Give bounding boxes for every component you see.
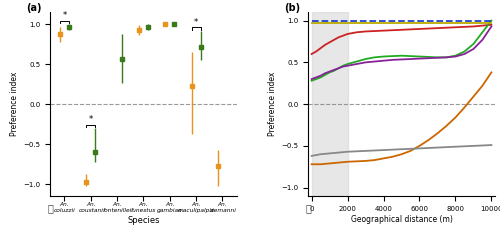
Text: *: * <box>62 11 66 20</box>
Text: 🐄: 🐄 <box>47 203 53 213</box>
Text: ⛹: ⛹ <box>304 0 312 1</box>
Text: (a): (a) <box>26 3 41 13</box>
Text: *: * <box>194 18 198 27</box>
X-axis label: Geographical distance (m): Geographical distance (m) <box>350 215 452 223</box>
Text: 🐄: 🐄 <box>305 203 311 213</box>
Y-axis label: Preference index: Preference index <box>10 72 19 136</box>
Bar <box>312 12 348 196</box>
Text: *: * <box>88 115 93 124</box>
Text: (b): (b) <box>284 3 300 13</box>
Y-axis label: Preference index: Preference index <box>268 72 277 136</box>
X-axis label: Species: Species <box>127 216 160 225</box>
